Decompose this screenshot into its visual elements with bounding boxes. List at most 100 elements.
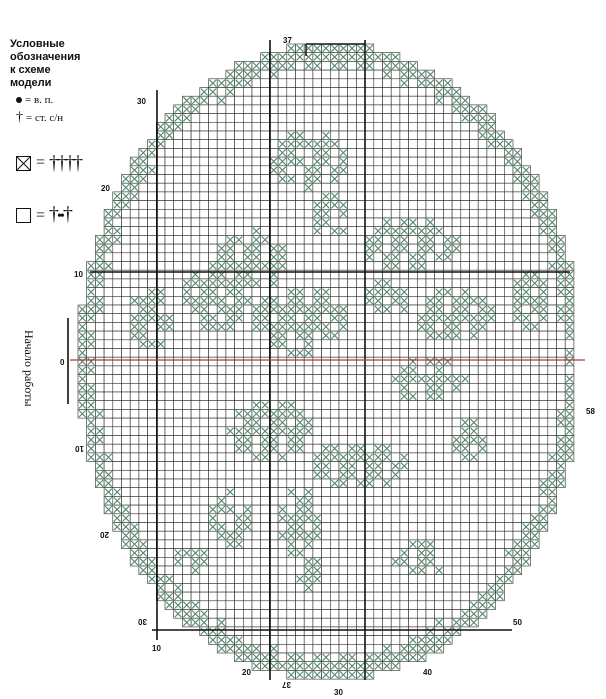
empty-cell: [408, 209, 418, 219]
cross-mark: [226, 279, 234, 287]
cross-mark: [339, 62, 348, 70]
empty-cell: [216, 583, 227, 593]
cross-mark: [122, 531, 130, 540]
empty-cell: [208, 574, 218, 584]
empty-cell: [451, 209, 462, 219]
empty-cell: [443, 469, 453, 480]
empty-cell: [321, 565, 331, 575]
label-left-10b: 10: [75, 444, 84, 453]
cross-mark: [183, 288, 191, 296]
empty-cell: [373, 209, 383, 219]
empty-cell: [103, 278, 114, 288]
empty-cell: [486, 235, 496, 245]
empty-cell: [373, 87, 383, 97]
empty-cell: [382, 522, 392, 532]
empty-cell: [356, 600, 366, 610]
empty-cell: [495, 365, 505, 375]
empty-cell: [477, 287, 488, 297]
empty-cell: [121, 443, 131, 454]
empty-cell: [112, 322, 122, 332]
empty-cell: [147, 209, 157, 219]
empty-cell: [138, 226, 148, 236]
empty-cell: [451, 287, 462, 297]
empty-cell: [103, 382, 114, 393]
cross-mark: [461, 105, 469, 113]
empty-cell: [356, 200, 366, 210]
empty-cell: [164, 426, 174, 436]
cross-mark: [426, 383, 435, 392]
empty-cell: [164, 391, 174, 401]
empty-cell: [147, 356, 157, 367]
empty-cell: [382, 487, 392, 497]
cross-mark: [470, 331, 478, 340]
empty-cell: [234, 217, 244, 227]
empty-cell: [356, 583, 366, 593]
empty-cell: [364, 548, 375, 558]
empty-cell: [521, 304, 531, 314]
empty-cell: [364, 313, 375, 323]
empty-cell: [503, 287, 514, 297]
cross-mark: [252, 453, 261, 461]
empty-cell: [399, 530, 409, 541]
empty-cell: [399, 635, 409, 645]
empty-cell: [190, 113, 201, 123]
empty-cell: [364, 635, 375, 645]
empty-cell: [451, 574, 462, 584]
cross-mark: [130, 296, 139, 305]
cross-mark: [452, 331, 461, 340]
empty-cell: [243, 235, 253, 245]
cross-mark: [348, 470, 356, 479]
cross-mark: [478, 305, 487, 314]
empty-cell: [138, 235, 148, 245]
empty-cell: [129, 496, 140, 506]
cross-mark: [565, 323, 574, 331]
empty-cell: [347, 617, 357, 628]
empty-cell: [260, 191, 270, 201]
empty-cell: [356, 182, 366, 193]
empty-cell: [477, 548, 488, 558]
cross-mark: [522, 296, 530, 305]
empty-cell: [182, 452, 192, 462]
empty-cell: [486, 278, 496, 288]
empty-cell: [408, 478, 418, 488]
empty-cell: [112, 252, 122, 262]
empty-cell: [147, 391, 157, 401]
empty-cell: [399, 539, 409, 549]
cross-mark: [531, 323, 539, 331]
empty-cell: [251, 565, 261, 575]
empty-cell: [312, 609, 322, 619]
cross-mark: [461, 375, 469, 383]
empty-cell: [425, 339, 435, 349]
empty-cell: [112, 330, 122, 341]
empty-cell: [277, 95, 288, 106]
empty-cell: [382, 496, 392, 506]
cross-mark: [243, 279, 252, 287]
cross-mark: [487, 601, 495, 609]
empty-cell: [408, 78, 418, 88]
empty-cell: [373, 417, 383, 428]
empty-cell: [225, 191, 235, 201]
empty-cell: [512, 400, 522, 410]
empty-cell: [277, 548, 288, 558]
legend-title-2: обозначения: [10, 51, 81, 63]
empty-cell: [129, 235, 140, 245]
cross-mark: [130, 531, 139, 540]
empty-cell: [260, 626, 270, 636]
empty-cell: [173, 295, 183, 306]
cross-mark: [339, 323, 348, 331]
cross-mark: [435, 331, 443, 340]
filled-equals: =: [36, 154, 46, 171]
cross-mark: [435, 305, 443, 314]
empty-cell: [356, 548, 366, 558]
cross-mark: [122, 514, 130, 522]
empty-cell: [373, 139, 383, 149]
empty-cell: [312, 69, 322, 80]
empty-cell: [399, 600, 409, 610]
empty-cell: [347, 435, 357, 445]
empty-cell: [286, 252, 296, 262]
cross-mark: [113, 192, 121, 200]
empty-cell: [243, 148, 253, 158]
empty-cell: [329, 417, 340, 428]
empty-cell: [225, 583, 235, 593]
cross-mark: [296, 444, 304, 453]
